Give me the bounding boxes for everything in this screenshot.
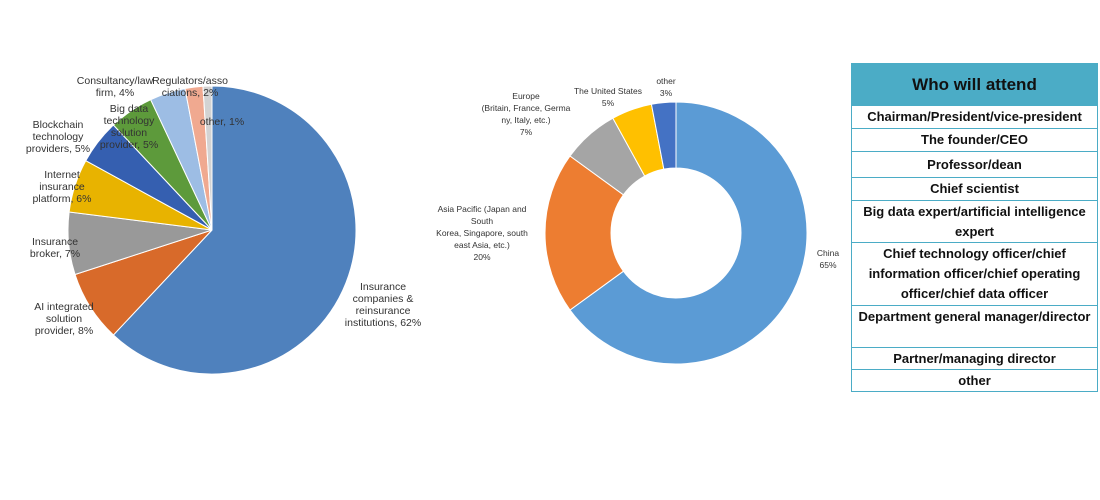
sector-pie-data-label: Internet insurance platform, 6% bbox=[33, 169, 92, 205]
sector-pie-data-label: other, 1% bbox=[200, 116, 244, 128]
attendee-row: Chief technology officer/chief informati… bbox=[852, 242, 1097, 305]
attendee-table: Who will attend Chairman/President/vice-… bbox=[851, 63, 1098, 392]
sector-pie: Insurance companies & reinsurance instituti… bbox=[26, 75, 421, 375]
region-donut-data-label: The United States 5% bbox=[574, 86, 642, 108]
attendee-table-title: Who will attend bbox=[852, 64, 1097, 105]
attendee-row: Professor/dean bbox=[852, 151, 1097, 177]
attendee-row: The founder/CEO bbox=[852, 128, 1097, 151]
region-donut-data-label: Asia Pacific (Japan and South Korea, Singa… bbox=[436, 204, 528, 262]
attendee-row: Partner/managing director bbox=[852, 347, 1097, 369]
region-donut: China 65% Asia Pacific (Japan and South Kore… bbox=[436, 76, 839, 365]
region-donut-slice bbox=[650, 101, 677, 170]
sector-pie-data-label: Big data technology solution provider, 5% bbox=[100, 103, 158, 151]
sector-pie-data-label: AI integrated solution provider, 8% bbox=[34, 301, 94, 337]
region-donut-data-label: China 65% bbox=[817, 248, 839, 270]
attendee-row: Department general manager/director bbox=[852, 305, 1097, 347]
attendee-row: Chief scientist bbox=[852, 177, 1097, 200]
sector-pie-slice bbox=[202, 85, 213, 231]
region-donut-data-label: Europe (Britain, France, Germa ny, Italy, … bbox=[482, 91, 571, 137]
sector-pie-data-label: Blockchain technology providers, 5% bbox=[26, 119, 90, 155]
sector-pie-data-label: Insurance companies & reinsurance instituti… bbox=[345, 281, 421, 329]
sector-pie-data-label: Regulators/asso ciations, 2% bbox=[152, 75, 228, 99]
sector-pie-data-label: Insurance broker, 7% bbox=[30, 236, 80, 260]
region-donut-data-label: other 3% bbox=[656, 76, 676, 98]
attendee-row: other bbox=[852, 369, 1097, 391]
attendee-row: Chairman/President/vice-president bbox=[852, 105, 1097, 128]
sector-pie-slice bbox=[112, 85, 357, 375]
sector-pie-data-label: Consultancy/law firm, 4% bbox=[77, 75, 154, 99]
attendee-row: Big data expert/artificial intelligence … bbox=[852, 200, 1097, 242]
region-donut-slice bbox=[544, 155, 625, 311]
charts-canvas: Insurance companies & reinsurance instituti… bbox=[26, 75, 839, 375]
region-donut-slice bbox=[569, 101, 808, 365]
attendee-table-body: Chairman/President/vice-president The fo… bbox=[852, 105, 1097, 391]
